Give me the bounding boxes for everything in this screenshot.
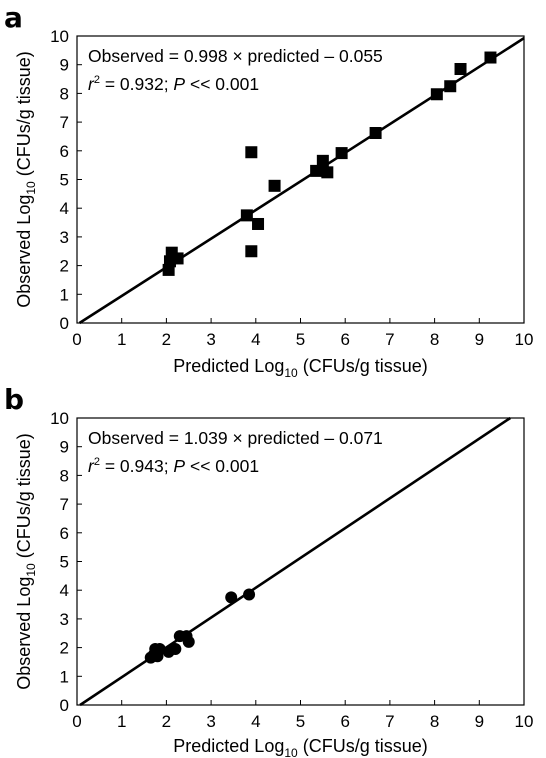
data-point bbox=[169, 643, 182, 656]
y-tick-label: 3 bbox=[60, 228, 69, 247]
x-tick-label: 10 bbox=[515, 712, 534, 731]
y-tick-label: 6 bbox=[60, 142, 69, 161]
panel-label: a bbox=[4, 1, 23, 34]
x-tick-label: 0 bbox=[72, 330, 81, 349]
x-tick-label: 3 bbox=[206, 330, 215, 349]
y-tick-label: 10 bbox=[50, 27, 69, 46]
x-tick-label: 0 bbox=[72, 712, 81, 731]
y-tick-label: 3 bbox=[60, 610, 69, 629]
regression-stats: r2 = 0.943; P << 0.001 bbox=[88, 456, 259, 476]
data-point bbox=[240, 209, 253, 222]
data-point bbox=[454, 63, 467, 76]
y-tick-label: 2 bbox=[60, 257, 69, 276]
y-tick-label: 7 bbox=[60, 113, 69, 132]
y-tick-label: 0 bbox=[60, 696, 69, 715]
y-tick-label: 2 bbox=[60, 639, 69, 658]
data-point bbox=[321, 166, 334, 179]
data-point bbox=[245, 245, 258, 258]
regression-equation: Observed = 0.998 × predicted – 0.055 bbox=[88, 46, 383, 66]
y-tick-label: 1 bbox=[60, 667, 69, 686]
y-tick-label: 9 bbox=[60, 56, 69, 75]
data-point bbox=[316, 154, 329, 167]
x-tick-label: 9 bbox=[475, 712, 484, 731]
data-point bbox=[243, 588, 256, 601]
x-tick-label: 6 bbox=[340, 712, 349, 731]
x-tick-label: 8 bbox=[430, 330, 439, 349]
x-tick-label: 10 bbox=[515, 330, 534, 349]
data-point bbox=[171, 252, 184, 265]
y-tick-label: 0 bbox=[60, 314, 69, 333]
x-tick-label: 6 bbox=[340, 330, 349, 349]
x-tick-label: 2 bbox=[162, 330, 171, 349]
y-tick-label: 6 bbox=[60, 524, 69, 543]
x-tick-label: 5 bbox=[296, 712, 305, 731]
regression-equation: Observed = 1.039 × predicted – 0.071 bbox=[88, 428, 383, 448]
data-point bbox=[163, 255, 176, 268]
x-tick-label: 7 bbox=[385, 712, 394, 731]
chart-panel-a: a 0 1 2 3 4 5 6 7 8 9 10 0 1 2 3 4 5 6 7 8 9 10 Predicted Log10… bbox=[4, 1, 533, 380]
x-tick-label: 5 bbox=[296, 330, 305, 349]
panel-label: b bbox=[4, 383, 24, 416]
y-tick-label: 5 bbox=[60, 553, 69, 572]
regression-stats: r2 = 0.932; P << 0.001 bbox=[88, 74, 259, 94]
x-tick-label: 4 bbox=[251, 712, 260, 731]
data-point bbox=[182, 635, 195, 648]
data-point bbox=[484, 51, 497, 64]
data-point bbox=[335, 147, 348, 160]
x-tick-label: 1 bbox=[117, 330, 126, 349]
x-axis-label: Predicted Log10 (CFUs/g tissue) bbox=[173, 356, 427, 380]
chart-panel-b: b 0 1 2 3 4 5 6 7 8 9 10 0 1 2 3 4 5 6 7 8 9 10 Predicted Log10… bbox=[4, 383, 533, 758]
data-point bbox=[369, 127, 382, 140]
y-tick-label: 8 bbox=[60, 466, 69, 485]
x-tick-label: 9 bbox=[475, 330, 484, 349]
y-tick-label: 4 bbox=[60, 581, 69, 600]
x-axis-label: Predicted Log10 (CFUs/g tissue) bbox=[173, 736, 427, 758]
data-point bbox=[430, 88, 443, 101]
data-point bbox=[444, 80, 457, 93]
x-tick-label: 1 bbox=[117, 712, 126, 731]
x-tick-label: 8 bbox=[430, 712, 439, 731]
x-tick-label: 3 bbox=[206, 712, 215, 731]
x-tick-label: 2 bbox=[162, 712, 171, 731]
y-axis-label: Observed Log10 (CFUs/g tissue) bbox=[14, 433, 38, 689]
y-axis-label: Observed Log10 (CFUs/g tissue) bbox=[14, 51, 38, 307]
y-tick-label: 9 bbox=[60, 438, 69, 457]
data-point bbox=[225, 591, 238, 604]
data-point bbox=[245, 146, 258, 159]
data-point bbox=[310, 164, 323, 177]
y-tick-label: 4 bbox=[60, 199, 69, 218]
y-tick-label: 8 bbox=[60, 84, 69, 103]
y-tick-label: 5 bbox=[60, 171, 69, 190]
y-tick-label: 7 bbox=[60, 495, 69, 514]
data-point bbox=[268, 179, 281, 192]
x-tick-label: 4 bbox=[251, 330, 260, 349]
y-tick-label: 10 bbox=[50, 409, 69, 428]
data-point bbox=[252, 217, 265, 230]
y-tick-label: 1 bbox=[60, 285, 69, 304]
x-tick-label: 7 bbox=[385, 330, 394, 349]
